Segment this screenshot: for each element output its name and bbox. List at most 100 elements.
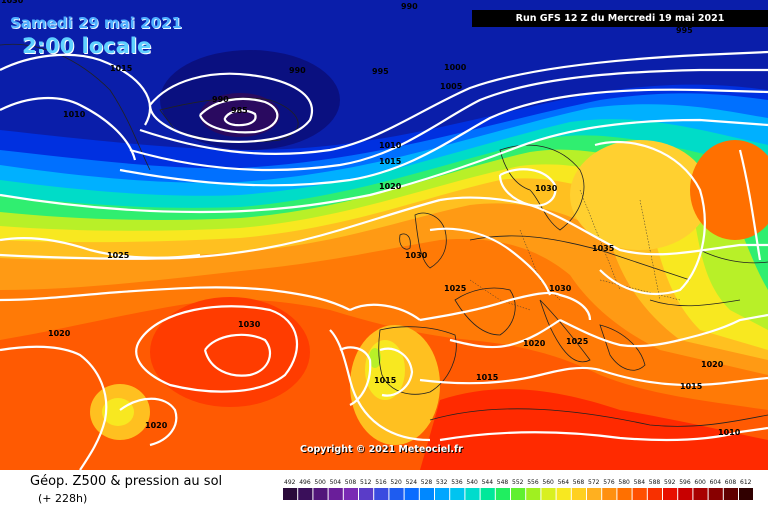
isobars [0, 50, 768, 470]
legend-value: 572 [588, 479, 600, 486]
legend-swatch [617, 488, 632, 500]
isobar-label: 990 [401, 2, 418, 11]
legend-swatch [647, 488, 662, 500]
isobar-label: 995 [372, 67, 389, 76]
legend-swatch [419, 488, 434, 500]
isobar-label: 1010 [63, 110, 86, 119]
legend-value: 608 [725, 479, 737, 486]
legend-swatch [511, 488, 526, 500]
isobar-label: 1020 [145, 421, 168, 430]
legend-swatch [632, 488, 647, 500]
legend-swatch [465, 488, 480, 500]
legend-swatch [450, 488, 465, 500]
z500-low-iceland-core [200, 93, 280, 137]
isobar-label: 1005 [440, 82, 463, 91]
legend-swatch [404, 488, 419, 500]
legend-swatch [313, 488, 328, 500]
isobar-label: 990 [289, 66, 306, 75]
isobar-label: 1030 [238, 320, 261, 329]
z500-cell-iberia-core [369, 348, 381, 368]
legend-value: 516 [375, 479, 387, 486]
copyright: Copyright © 2021 Meteociel.fr [300, 444, 463, 455]
forecast-hours: (+ 228h) [38, 492, 88, 505]
forecast-date: Samedi 29 mai 2021 [10, 14, 182, 32]
legend-swatch [526, 488, 541, 500]
legend-value: 500 [314, 479, 326, 486]
isobar-labels: 990 995 1000 1005 1015 1010 990 990 985 … [1, 0, 741, 437]
legend-swatch [435, 488, 450, 500]
legend-value: 528 [421, 479, 433, 486]
legend-swatch [374, 488, 389, 500]
legend-value: 492 [284, 479, 296, 486]
isobar-label: 1010 [718, 428, 741, 437]
legend-value: 532 [436, 479, 448, 486]
legend-swatch [389, 488, 404, 500]
legend-swatch [602, 488, 617, 500]
color-legend: 492 496 500 504 508 512 516 520 524 528 532 536 540 5… [283, 479, 753, 500]
legend-value: 496 [299, 479, 311, 486]
legend-swatch [298, 488, 313, 500]
legend-value: 548 [497, 479, 509, 486]
legend-value: 520 [390, 479, 402, 486]
legend-value: 544 [482, 479, 494, 486]
isobar-label: 985 [231, 106, 248, 115]
legend-swatch [495, 488, 510, 500]
legend-value: 536 [451, 479, 463, 486]
legend-value: 588 [649, 479, 661, 486]
legend-value: 564 [558, 479, 570, 486]
isobar-label: 1025 [444, 284, 467, 293]
legend-value: 512 [360, 479, 372, 486]
isobar-label: 995 [676, 26, 693, 35]
legend-value: 592 [664, 479, 676, 486]
legend-value: 524 [406, 479, 418, 486]
isobar-label: 1030 [405, 251, 428, 260]
legend-swatch [556, 488, 571, 500]
legend-swatch [283, 488, 298, 500]
legend-value: 508 [345, 479, 357, 486]
legend-value: 584 [634, 479, 646, 486]
legend-swatch [328, 488, 343, 500]
footer: Géop. Z500 & pression au sol (+ 228h) 49… [0, 470, 768, 512]
legend-swatch [359, 488, 374, 500]
legend-value: 560 [542, 479, 554, 486]
legend-value: 596 [679, 479, 691, 486]
isobar-label: 1010 [379, 141, 402, 150]
isobar-label: 1030 [535, 184, 558, 193]
z500-scand-ridge [570, 140, 710, 250]
legend-swatch [693, 488, 708, 500]
legend-swatch [739, 488, 753, 500]
z500-russia-low [690, 140, 768, 240]
isobar-label: 1020 [48, 329, 71, 338]
isobar-label: 1020 [379, 182, 402, 191]
legend-value: 552 [512, 479, 524, 486]
legend-swatch [587, 488, 602, 500]
isobar-label: 1030 [1, 0, 24, 5]
legend-value: 580 [618, 479, 630, 486]
legend-value: 604 [710, 479, 722, 486]
legend-value: 556 [527, 479, 539, 486]
run-info: Run GFS 12 Z du Mercredi 19 mai 2021 [472, 10, 768, 27]
isobar-label: 1015 [110, 64, 133, 73]
legend-swatch [571, 488, 586, 500]
legend-value: 576 [603, 479, 615, 486]
legend-swatch [343, 488, 358, 500]
isobar-label: 1015 [379, 157, 402, 166]
isobar-label: 1015 [476, 373, 499, 382]
isobar-label: 1015 [680, 382, 703, 391]
isobar-label: 1025 [107, 251, 130, 260]
isobar-label: 1030 [549, 284, 572, 293]
legend-swatch [723, 488, 738, 500]
isobar-label: 990 [212, 95, 229, 104]
legend-swatch [480, 488, 495, 500]
forecast-time: 2:00 locale [22, 34, 152, 58]
legend-value: 600 [694, 479, 706, 486]
legend-swatch [678, 488, 693, 500]
legend-swatch [541, 488, 556, 500]
isobar-label: 1035 [592, 244, 615, 253]
isobar-label: 1020 [523, 339, 546, 348]
z500-cell-west [150, 297, 310, 407]
isobar-label: 1000 [444, 63, 467, 72]
isobar-label: 1015 [374, 376, 397, 385]
legend-value: 612 [740, 479, 752, 486]
legend-value: 504 [330, 479, 342, 486]
